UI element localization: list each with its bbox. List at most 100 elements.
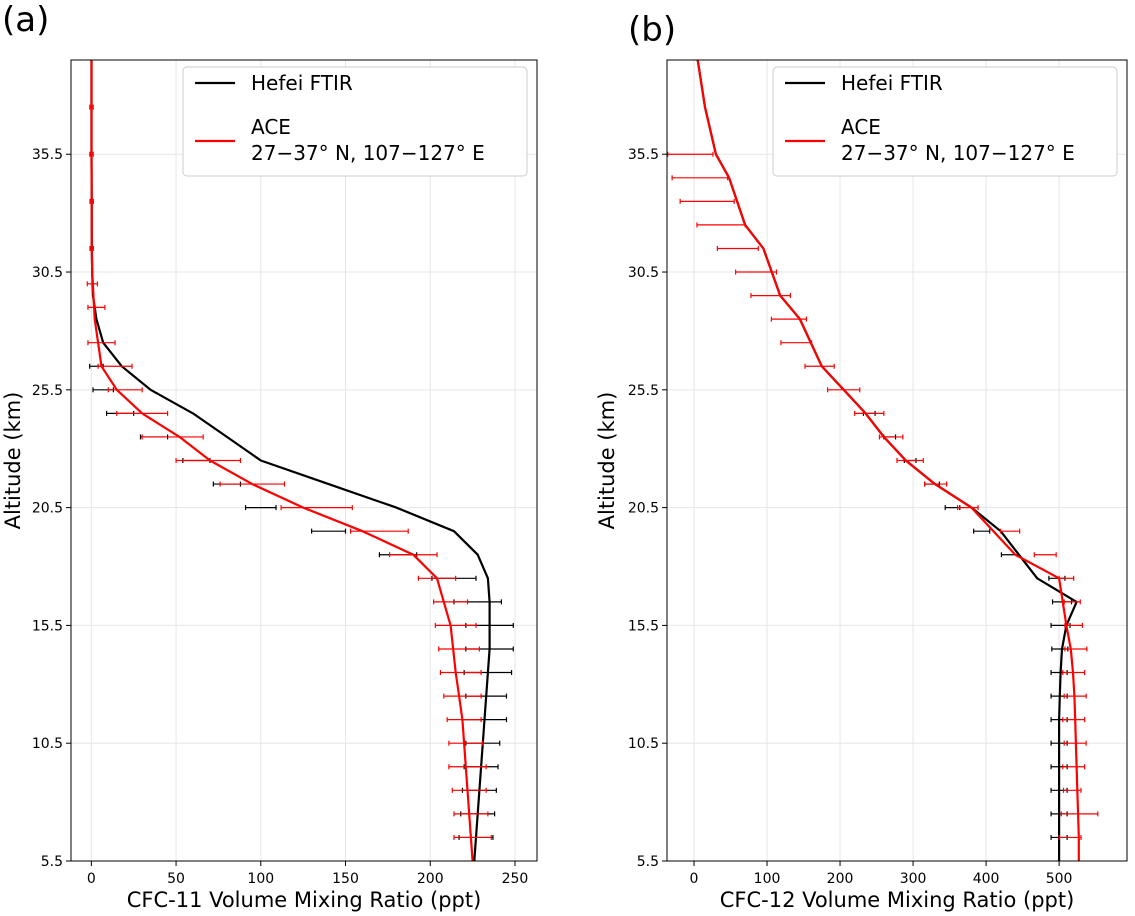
error-bar-ace bbox=[750, 293, 791, 299]
legend-label-ftir: Hefei FTIR bbox=[841, 71, 943, 95]
plot-area bbox=[667, 60, 1099, 861]
legend: Hefei FTIR ACE 27−37° N, 107−127° E bbox=[182, 66, 528, 177]
series-line-ftir bbox=[696, 60, 1078, 861]
error-bar-ace bbox=[443, 693, 482, 699]
error-bar-ace bbox=[1064, 622, 1084, 628]
y-tick-label: 35.5 bbox=[32, 147, 63, 163]
error-bar-ace bbox=[219, 481, 286, 487]
error-bar-ace bbox=[878, 434, 904, 440]
x-tick-label: 300 bbox=[900, 871, 927, 887]
legend-label-line: 27−37° N, 107−127° E bbox=[251, 141, 485, 165]
error-bar-ace bbox=[716, 245, 759, 251]
x-tick-label: 200 bbox=[417, 871, 444, 887]
y-tick-label: 35.5 bbox=[628, 147, 659, 163]
legend-label-line: ACE bbox=[841, 115, 881, 139]
y-axis-title: Altitude (km) bbox=[1, 392, 25, 530]
y-tick-label: 10.5 bbox=[628, 736, 659, 752]
x-tick-label: 150 bbox=[332, 871, 359, 887]
error-bar-ace bbox=[448, 764, 487, 770]
error-bar-ace bbox=[434, 622, 477, 628]
error-bar-ace bbox=[97, 363, 133, 369]
error-bar-ace bbox=[89, 245, 94, 251]
legend: Hefei FTIR ACE 27−37° N, 107−127° E bbox=[772, 66, 1118, 177]
error-bar-ace bbox=[116, 410, 169, 416]
x-tick-label: 100 bbox=[754, 871, 781, 887]
error-bar-ace bbox=[1063, 599, 1081, 605]
panel-b-cfc12: (b) 0 100 200 300 400 500 5.5 10.5 15.5 20.5 25.5 30… bbox=[595, 10, 1128, 912]
legend-label-line: Hefei FTIR bbox=[251, 71, 353, 95]
error-bar-ace bbox=[1062, 717, 1086, 723]
error-bar-ftir bbox=[311, 528, 347, 534]
x-tick-label: 200 bbox=[827, 871, 854, 887]
error-bar-ace bbox=[1063, 693, 1087, 699]
error-bar-ace bbox=[451, 787, 487, 793]
error-bar-ace bbox=[1064, 646, 1088, 652]
error-bar-ace bbox=[86, 281, 99, 287]
error-bar-ace bbox=[1000, 528, 1021, 534]
y-tick-label: 30.5 bbox=[628, 265, 659, 281]
x-tick-label: 400 bbox=[973, 871, 1000, 887]
error-bar-ace bbox=[448, 740, 484, 746]
error-bar-ace bbox=[1062, 670, 1086, 676]
panel-a-cfc11: (a) 0 50 100 150 200 250 5.5 10.5 15.5 20.5 25.5 30.… bbox=[1, 0, 538, 912]
error-bar-ace bbox=[780, 340, 813, 346]
y-tick-label: 20.5 bbox=[32, 501, 63, 517]
error-bar-ace bbox=[89, 104, 94, 110]
error-bar-ace bbox=[87, 304, 106, 310]
error-bar-ace bbox=[924, 481, 948, 487]
error-bar-ace bbox=[141, 434, 204, 440]
error-bar-ace bbox=[1058, 834, 1082, 840]
error-bar-ace bbox=[89, 151, 94, 157]
x-tick-label: 50 bbox=[167, 871, 185, 887]
series-line-ace bbox=[90, 60, 474, 861]
error-bar-ace bbox=[453, 834, 492, 840]
error-bar-ace bbox=[1062, 787, 1082, 793]
error-bar-ace bbox=[433, 599, 469, 605]
y-tick-label: 5.5 bbox=[41, 854, 63, 870]
plot-area bbox=[86, 60, 514, 861]
error-bar-ace bbox=[350, 528, 409, 534]
error-bar-ace bbox=[439, 670, 482, 676]
error-bar-ace bbox=[87, 340, 116, 346]
legend-label-ace: ACE 27−37° N, 107−127° E bbox=[841, 115, 1075, 165]
error-bar-ace bbox=[671, 175, 729, 181]
x-tick-label: 0 bbox=[87, 871, 96, 887]
y-axis-title: Altitude (km) bbox=[595, 392, 619, 530]
legend-label-ftir: Hefei FTIR bbox=[251, 71, 353, 95]
error-bar-ace bbox=[107, 387, 143, 393]
error-bar-ftir bbox=[973, 528, 991, 534]
error-bar-ace bbox=[1060, 811, 1099, 817]
error-bar-ace bbox=[854, 410, 885, 416]
error-bar-ace bbox=[1058, 575, 1075, 581]
error-bar-ace bbox=[1062, 764, 1086, 770]
y-tick-label: 5.5 bbox=[637, 854, 659, 870]
error-bar-ace bbox=[770, 316, 808, 322]
y-tick-label: 15.5 bbox=[628, 618, 659, 634]
x-tick-label: 0 bbox=[690, 871, 699, 887]
x-tick-label: 500 bbox=[1046, 871, 1073, 887]
y-tick-label: 20.5 bbox=[628, 501, 659, 517]
y-tick-label: 25.5 bbox=[32, 383, 63, 399]
legend-box bbox=[772, 66, 1118, 177]
error-bar-ace bbox=[89, 198, 94, 204]
legend-label-line: 27−37° N, 107−127° E bbox=[841, 141, 1075, 165]
error-bar-ftir bbox=[244, 505, 277, 511]
error-bar-ace bbox=[175, 458, 242, 463]
y-tick-label: 10.5 bbox=[32, 736, 63, 752]
error-bar-ace bbox=[1033, 552, 1057, 558]
legend-label-line: Hefei FTIR bbox=[841, 71, 943, 95]
error-bar-ace bbox=[667, 151, 714, 157]
x-axis-title: CFC-11 Volume Mixing Ratio (ppt) bbox=[127, 888, 482, 912]
x-tick-label: 100 bbox=[247, 871, 274, 887]
series-line-ace bbox=[696, 60, 1080, 861]
legend-label-line: ACE bbox=[251, 115, 291, 139]
error-bar-ace bbox=[696, 222, 746, 228]
error-bar-ace bbox=[1063, 740, 1087, 746]
error-bar-ace bbox=[957, 505, 979, 511]
error-bar-ace bbox=[679, 198, 735, 204]
panel-label: (b) bbox=[628, 10, 676, 50]
error-bar-ace bbox=[735, 269, 778, 275]
error-bar-ace bbox=[280, 505, 353, 511]
error-bar-ace bbox=[438, 646, 480, 652]
